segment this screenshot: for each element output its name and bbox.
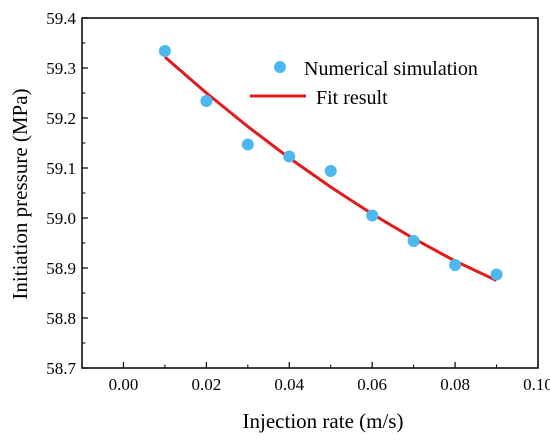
x-tick-label: 0.02 [191,375,221,394]
simulation-point [407,235,420,247]
x-tick-label: 0.00 [109,375,139,394]
fit-result-line [163,55,498,282]
simulation-point [158,45,171,57]
simulation-point [283,150,296,163]
simulation-point [241,138,254,151]
simulation-point [449,259,462,271]
x-tick-label: 0.04 [274,375,304,394]
x-tick-label: 0.10 [523,375,550,394]
y-axis-title: Initiation pressure (MPa) [8,88,32,299]
y-tick-label: 58.8 [46,309,76,328]
y-tick-label: 58.7 [46,359,76,378]
legend-label-fit-result: Fit result [316,87,388,109]
legend: Numerical simulation Fit result [250,58,478,109]
legend-marker-numerical-simulation [274,61,286,73]
x-axis: 0.00 0.02 0.04 0.06 0.08 0.10 [81,362,550,394]
y-tick-label: 59.0 [46,209,76,228]
simulation-point [324,165,337,177]
simulation-point [490,268,503,281]
simulation-point [200,95,213,107]
legend-label-numerical-simulation: Numerical simulation [304,58,478,80]
y-tick-label: 58.9 [46,259,76,278]
y-tick-label: 59.4 [46,9,76,28]
y-tick-label: 59.1 [46,159,76,178]
simulation-point [366,209,379,222]
x-tick-label: 0.06 [357,375,387,394]
x-tick-label: 0.08 [440,375,470,394]
y-axis: 58.7 58.8 58.9 59.0 59.1 59.2 59.3 59.4 [46,9,88,378]
plot-area [158,45,503,282]
x-axis-title: Injection rate (m/s) [243,409,404,433]
y-tick-label: 59.3 [46,59,76,78]
y-tick-label: 59.2 [46,109,76,128]
